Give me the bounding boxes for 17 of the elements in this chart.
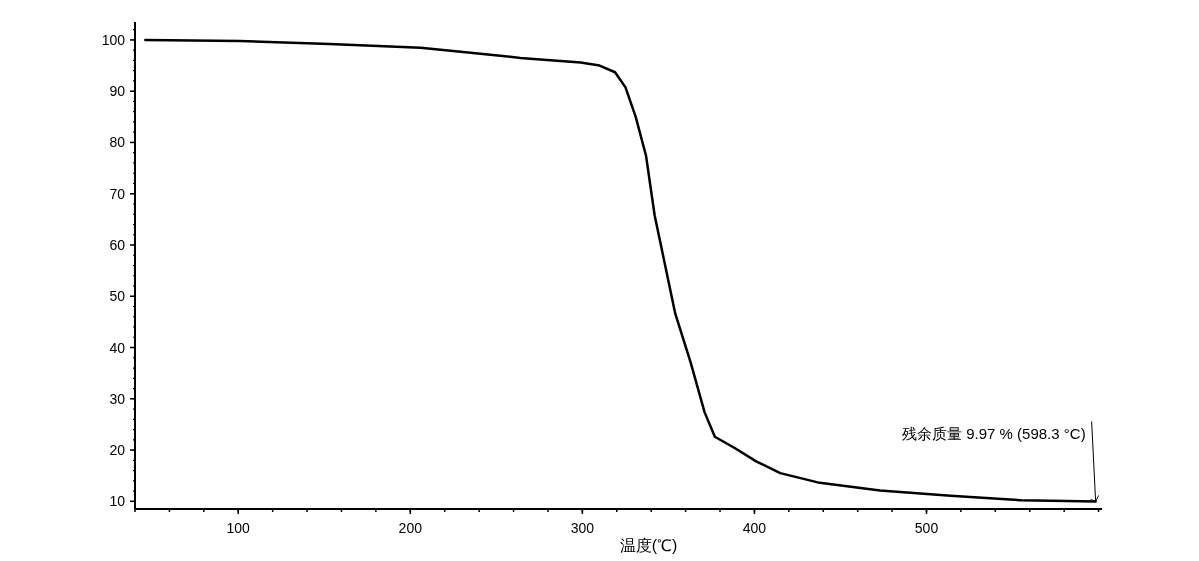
- y-tick-label: 40: [109, 339, 126, 356]
- x-tick-label: 300: [570, 520, 595, 536]
- y-tick-label: 60: [109, 236, 126, 253]
- y-tick-label: 90: [109, 83, 126, 100]
- y-tick-label: 30: [109, 390, 126, 407]
- y-tick-label: 70: [109, 185, 126, 202]
- y-tick-label: 10: [109, 493, 126, 510]
- y-tick-label: 100: [101, 31, 126, 48]
- y-tick-label: 80: [109, 134, 126, 151]
- x-axis-title: 温度(℃): [619, 537, 678, 554]
- annotation: 残余质量 9.97 % (598.3 °C): [902, 425, 1086, 443]
- y-tick-label: 50: [109, 288, 126, 305]
- x-tick-label: 200: [398, 520, 423, 536]
- y-tick-label: 20: [109, 442, 126, 459]
- x-tick-label: 500: [914, 520, 939, 536]
- x-tick-label: 100: [226, 520, 251, 536]
- x-tick-label: 400: [742, 520, 767, 536]
